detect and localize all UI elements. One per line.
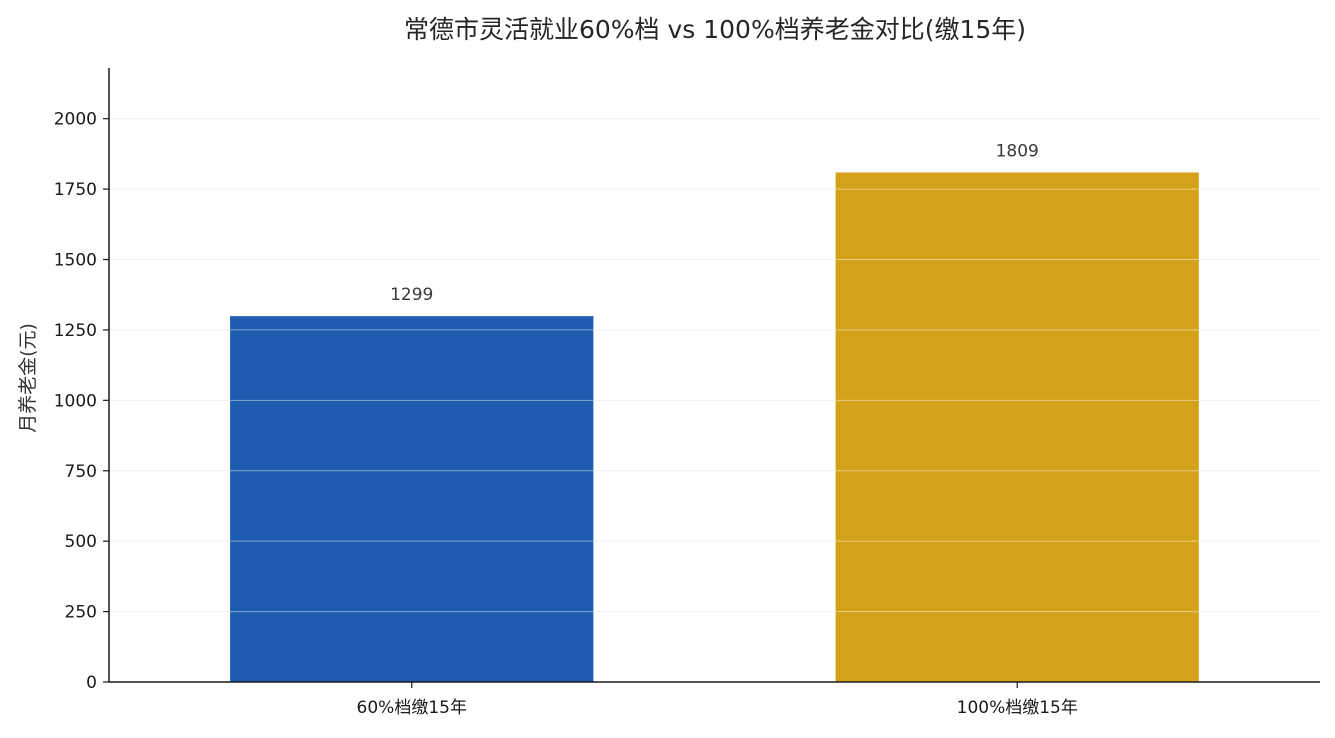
y-tick-label-1500: 1500 (54, 251, 97, 271)
y-tick-label-750: 750 (65, 462, 97, 482)
y-axis-label: 月养老金(元) (17, 323, 39, 433)
y-tick-label-2000: 2000 (54, 110, 97, 130)
chart-title: 常德市灵活就业60%档 vs 100%档养老金对比(缴15年) (404, 15, 1026, 44)
y-tick-label-250: 250 (65, 603, 97, 623)
bars (109, 118, 1320, 682)
x-tick-label-1: 60%档缴15年 (357, 698, 467, 718)
bar-value-label-1: 1299 (390, 285, 433, 305)
x-tick-label-2: 100%档缴15年 (957, 698, 1078, 718)
bar-value-label-2: 1809 (996, 141, 1039, 161)
bar-2 (835, 172, 1199, 682)
y-tick-label-1250: 1250 (54, 321, 97, 341)
bar-1 (230, 316, 594, 682)
y-tick-label-1000: 1000 (54, 391, 97, 411)
axes (103, 68, 1320, 688)
y-tick-label-1750: 1750 (54, 180, 97, 200)
y-tick-label-500: 500 (65, 532, 97, 552)
labels: 0 250 500 750 1000 1250 1500 1750 2000 1299 60%档缴1… (54, 110, 1078, 718)
y-tick-label-0: 0 (86, 673, 97, 693)
